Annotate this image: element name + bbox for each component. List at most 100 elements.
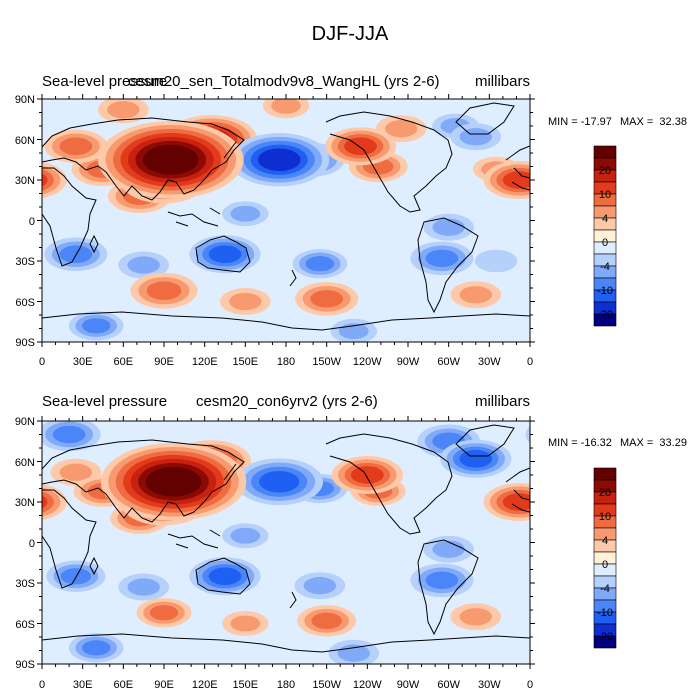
pressure-contour-s-america-low xyxy=(425,571,459,590)
pressure-contour-nw-africa-high xyxy=(502,171,530,189)
pressure-contour-australia-low xyxy=(208,567,242,585)
pressure-contour-southern-high-1 xyxy=(146,281,182,301)
pressure-contour-amazon-low xyxy=(432,540,465,558)
xtick-label: 150W xyxy=(312,679,341,691)
pressure-contour-nw-africa-high-wrap xyxy=(42,169,54,191)
panel-top: Sea-level pressure cesm20_sen_Totalmodv9… xyxy=(15,73,687,368)
pressure-contour-southern-high-4 xyxy=(230,615,261,632)
xtick-label: 60W xyxy=(437,679,460,691)
pressure-contour-s-indian-low xyxy=(127,578,160,596)
ytick-label: 90S xyxy=(15,337,35,349)
colorbar-label: 20 xyxy=(599,487,611,499)
ytick-label: 0 xyxy=(29,538,35,550)
pressure-contour-south-africa-low-wrap xyxy=(540,241,588,267)
coast-madagascar xyxy=(89,556,99,576)
pressure-contour-nw-africa-high-wrap xyxy=(42,495,48,509)
coast-australia xyxy=(195,235,251,273)
xtick-label: 30W xyxy=(478,679,501,691)
pressure-contour-south-africa-low-wrap xyxy=(532,237,595,271)
xtick-label: 30E xyxy=(73,356,93,368)
xtick-label: 120E xyxy=(192,679,218,691)
case-label: cesm20_sen_Totalmodv9v8_WangHL (yrs 2-6) xyxy=(128,73,440,90)
colorbar-label: -10 xyxy=(597,285,613,297)
ytick-label: 0 xyxy=(29,216,35,228)
pressure-contour-southern-high-4 xyxy=(229,292,262,311)
colorbar-label: 10 xyxy=(599,511,611,523)
ytick-label: 30N xyxy=(15,175,35,187)
stats-label: MIN = -17.97 MAX = 32.38 xyxy=(548,116,687,128)
coast-indonesia xyxy=(167,207,221,227)
xtick-label: 90E xyxy=(154,679,174,691)
pressure-contour-icelandic-low xyxy=(459,128,492,146)
pressure-contour-antarctica-low xyxy=(81,640,111,656)
colorbar-label: 4 xyxy=(602,535,608,547)
xtick-label: 30E xyxy=(73,679,93,691)
pressure-contour-europe-high-wrap xyxy=(548,138,581,155)
ytick-label: 60N xyxy=(15,135,35,147)
colorbar-label: 10 xyxy=(599,189,611,201)
pressure-contour-antarctica-low xyxy=(81,318,111,334)
pressure-contour-south-africa-low-wrap xyxy=(549,568,580,584)
xtick-label: 120W xyxy=(353,356,382,368)
colorbar-box xyxy=(593,145,617,159)
pressure-contour-europe-high-wrap xyxy=(540,133,588,159)
pressure-contour-arctic-high-2 xyxy=(271,99,301,114)
pressure-contour-nw-africa-high-wrap xyxy=(42,173,48,187)
coast-greenland xyxy=(455,424,515,457)
coast-new-zealand xyxy=(289,591,297,609)
coast-africa-west xyxy=(511,181,530,191)
xtick-label: 60E xyxy=(114,356,134,368)
xtick-label: 90W xyxy=(397,679,420,691)
coast-south-america xyxy=(417,217,479,314)
colorbar-label: -10 xyxy=(597,607,613,619)
pressure-contour-south-africa-low-wrap xyxy=(534,561,593,592)
pressure-contour-southern-high-3 xyxy=(459,286,492,304)
variable-label: Sea-level pressure xyxy=(42,73,167,90)
xtick-label: 90E xyxy=(154,356,174,368)
ytick-labels: 90N 60N 30N 0 30S 60S 90S xyxy=(15,416,35,671)
pressure-contour-s-indian-low xyxy=(127,256,160,274)
pressure-contour-arctic-high xyxy=(107,101,140,119)
coast-greenland xyxy=(455,102,515,135)
xtick-label: 150W xyxy=(312,356,341,368)
figure-title: DJF-JJA xyxy=(312,23,389,45)
xtick-label: 0 xyxy=(527,356,533,368)
xtick-label: 150E xyxy=(232,356,258,368)
min-label: MIN = -17.97 xyxy=(548,116,612,128)
coast-antarctica xyxy=(42,311,530,331)
colorbar-label: 20 xyxy=(599,165,611,177)
stats-label: MIN = -16.32 MAX = 33.29 xyxy=(548,437,687,449)
pressure-contour-europe-high-wrap xyxy=(539,459,590,486)
pressure-contour-southern-high-2 xyxy=(311,612,342,629)
map-top xyxy=(42,99,595,342)
xtick-label: 0 xyxy=(39,356,45,368)
xtick-label: 150E xyxy=(232,679,258,691)
pressure-contour-s-pacific-low xyxy=(303,577,337,595)
coastlines xyxy=(42,102,530,331)
ytick-label: 60S xyxy=(15,619,35,631)
colorbar-label: 0 xyxy=(602,237,608,249)
pressure-contour-s-pacific-low xyxy=(305,256,335,272)
axes xyxy=(37,416,535,669)
pressure-contour-europe-high xyxy=(59,137,93,155)
pressure-contour-asian-high xyxy=(142,144,199,175)
coast-north-america xyxy=(325,111,453,213)
variable-label: Sea-level pressure xyxy=(42,393,167,410)
xtick-label: 120W xyxy=(353,679,382,691)
ytick-label: 60S xyxy=(15,297,35,309)
xtick-label: 180 xyxy=(277,356,295,368)
coast-indonesia xyxy=(167,529,221,549)
colorbar-box xyxy=(593,313,617,327)
colorbar-box xyxy=(593,467,617,481)
colorbar-labels: 20 10 4 0 -4 -10 -20 xyxy=(597,487,613,643)
coastlines xyxy=(42,424,530,653)
pressure-contour-n-canada-high xyxy=(385,120,418,138)
pressure-contour-aleutian-low xyxy=(259,470,300,493)
xtick-label: 120E xyxy=(192,356,218,368)
coast-europe-west xyxy=(505,145,530,179)
pressure-contour-europe-high-wrap xyxy=(548,464,580,481)
pressure-contour-icelandic-low xyxy=(459,450,493,468)
coast-africa-west xyxy=(511,503,530,513)
map-bottom xyxy=(42,421,593,664)
